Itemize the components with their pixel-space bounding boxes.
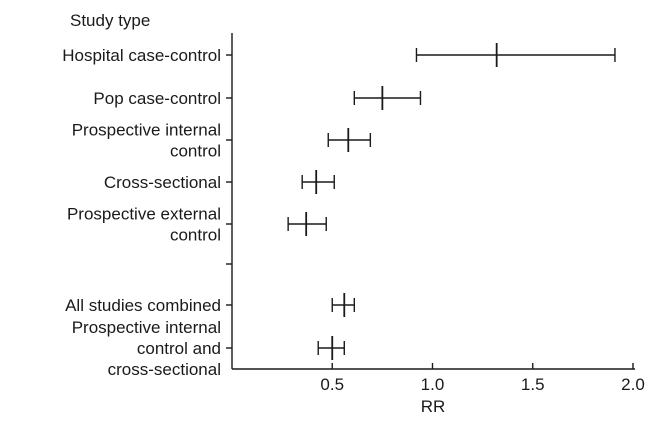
- row-label: control: [170, 226, 221, 245]
- category-header: Study type: [70, 11, 150, 30]
- row: Hospital case-control: [62, 43, 616, 67]
- x-tick-label: 0.5: [320, 375, 344, 394]
- x-tick-label: 1.5: [521, 375, 545, 394]
- row: Cross-sectional: [104, 170, 335, 194]
- row: Prospective internal control and cross-sec…: [72, 318, 345, 379]
- rows: Hospital case-control Pop case-control Pro…: [62, 43, 616, 379]
- row-label: Prospective internal: [72, 121, 221, 140]
- row: Prospective internal control: [72, 121, 372, 161]
- row: Pop case-control: [93, 86, 422, 110]
- row-label: Pop case-control: [93, 89, 221, 108]
- row: Prospective external control: [67, 205, 327, 245]
- x-ticks: 0.5 1.0 1.5 2.0: [320, 363, 645, 394]
- row-label: cross-sectional: [108, 360, 221, 379]
- x-tick-label: 1.0: [421, 375, 445, 394]
- row-label: control: [170, 142, 221, 161]
- row-label: All studies combined: [65, 296, 221, 315]
- x-axis-label: RR: [421, 397, 446, 416]
- row-label: Cross-sectional: [104, 173, 221, 192]
- row-label: control and: [137, 339, 221, 358]
- row-label: Prospective internal: [72, 318, 221, 337]
- row: All studies combined: [65, 293, 356, 317]
- axes: [231, 33, 635, 370]
- x-tick-label: 2.0: [621, 375, 645, 394]
- row-label: Prospective external: [67, 205, 221, 224]
- row-label: Hospital case-control: [62, 46, 221, 65]
